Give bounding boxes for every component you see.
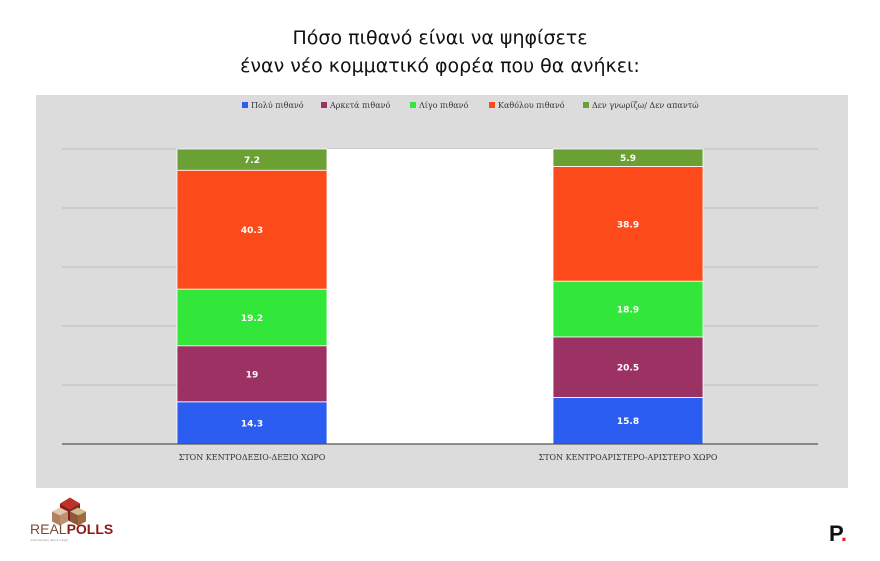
realpolls-brand: REALPOLLS <box>30 521 113 537</box>
bar-segment <box>176 345 328 403</box>
bar-segment <box>552 166 704 282</box>
brand-real: REAL <box>30 521 67 537</box>
legend-swatch <box>489 102 495 108</box>
plot-band <box>327 149 553 444</box>
chart-panel: 14.3 19 19.2 40.3 7.2 ΣΤΟΝ ΚΕΝΤΡΟΔΕΞΙΟ-ΔΕΞΙΟ … <box>36 95 848 488</box>
data-label: 19.2 <box>241 314 263 324</box>
x-tick-label: ΣΤΟΝ ΚΕΝΤΡΟΑΡΙΣΤΕΡΟ-ΑΡΙΣΤΕΡΟ ΧΩΡΟ <box>539 453 718 462</box>
legend-swatch <box>242 102 248 108</box>
realpolls-logo-icon <box>52 497 86 526</box>
data-label: 20.5 <box>617 364 639 374</box>
data-label: 15.8 <box>617 417 639 427</box>
data-label: 5.9 <box>620 154 636 164</box>
data-label: 14.3 <box>241 419 263 429</box>
legend-swatch <box>321 102 327 108</box>
brand-tagline: understanding data & insight <box>30 538 69 542</box>
publisher-logo-letter: P <box>829 521 841 546</box>
data-label: 19 <box>246 370 259 380</box>
stacked-bar-chart: 14.3 19 19.2 40.3 7.2 ΣΤΟΝ ΚΕΝΤΡΟΔΕΞΙΟ-ΔΕΞΙΟ … <box>62 101 818 462</box>
data-label: 18.9 <box>617 306 639 316</box>
bar-segment <box>552 336 704 398</box>
legend-swatch <box>410 102 416 108</box>
data-label: 7.2 <box>244 156 260 166</box>
legend-label: Αρκετά πιθανό <box>329 101 390 110</box>
legend-label: Λίγο πιθανό <box>418 101 469 110</box>
legend-label: Δεν γνωρίζω/ Δεν απαντώ <box>592 101 699 110</box>
legend-label: Πολύ πιθανό <box>251 101 304 110</box>
data-label: 40.3 <box>241 226 263 236</box>
bar-segment <box>552 148 704 167</box>
bar-segment <box>176 401 328 445</box>
legend-swatch <box>583 102 589 108</box>
x-tick-label: ΣΤΟΝ ΚΕΝΤΡΟΔΕΞΙΟ-ΔΕΞΙΟ ΧΩΡΟ <box>179 453 326 462</box>
chart-title-line-1: Πόσο πιθανό είναι να ψηφίσετε <box>292 27 588 49</box>
legend-label: Καθόλου πιθανό <box>498 101 565 110</box>
publisher-logo-dot: . <box>840 521 847 546</box>
publisher-logo: P. <box>829 521 847 547</box>
data-label: 38.9 <box>617 220 639 230</box>
bar-segment <box>176 148 328 171</box>
chart-title-line-2: έναν νέο κομματικό φορέα που θα ανήκει: <box>240 55 640 77</box>
brand-polls: POLLS <box>66 521 114 537</box>
bar-segment <box>552 396 704 445</box>
